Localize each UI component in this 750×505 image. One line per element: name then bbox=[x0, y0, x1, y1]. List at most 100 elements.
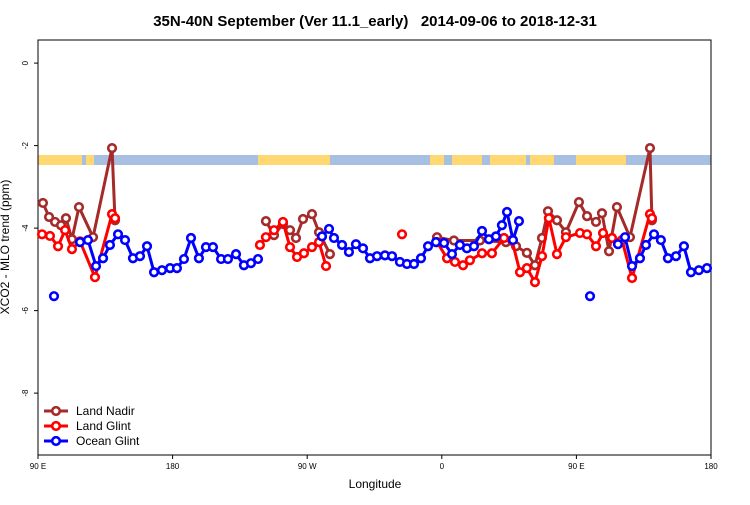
data-point bbox=[260, 215, 272, 227]
data-point bbox=[551, 215, 563, 226]
data-point bbox=[371, 251, 383, 262]
data-point bbox=[648, 229, 660, 240]
land-strip bbox=[490, 155, 526, 165]
data-point bbox=[178, 253, 190, 265]
data-point bbox=[350, 239, 362, 250]
x-tick-label: 180 bbox=[704, 462, 718, 471]
data-point bbox=[109, 213, 121, 224]
data-point bbox=[148, 267, 160, 278]
data-point bbox=[343, 246, 355, 258]
data-point bbox=[634, 253, 646, 264]
data-point bbox=[386, 251, 398, 262]
data-point bbox=[476, 248, 488, 259]
chart-title: 35N-40N September (Ver 11.1_early) 2014-… bbox=[153, 13, 597, 30]
y-tick-label: -4 bbox=[21, 224, 30, 232]
legend-marker bbox=[50, 420, 62, 432]
x-tick-label: 0 bbox=[440, 462, 445, 471]
data-point bbox=[277, 216, 289, 228]
data-point bbox=[324, 249, 336, 260]
data-point bbox=[464, 255, 476, 266]
data-point bbox=[48, 291, 60, 302]
data-point bbox=[245, 258, 257, 269]
data-point bbox=[119, 234, 131, 246]
data-point bbox=[603, 246, 615, 257]
data-point bbox=[284, 241, 296, 253]
data-point bbox=[323, 223, 335, 235]
data-point bbox=[60, 213, 72, 224]
data-point bbox=[581, 211, 593, 222]
plot-frame bbox=[37, 39, 712, 456]
data-point bbox=[254, 239, 266, 251]
data-point bbox=[297, 213, 309, 225]
data-point bbox=[662, 253, 674, 264]
data-point bbox=[328, 232, 340, 244]
y-tick-label: -2 bbox=[21, 142, 30, 150]
data-point bbox=[396, 229, 408, 240]
data-point bbox=[36, 229, 48, 240]
data-point bbox=[357, 243, 369, 254]
data-point bbox=[646, 213, 658, 224]
legend-label: Land Nadir bbox=[76, 404, 135, 418]
data-point bbox=[193, 253, 205, 264]
legend-marker bbox=[50, 435, 62, 447]
data-point bbox=[185, 232, 197, 244]
land-strip bbox=[38, 155, 82, 165]
land-strip bbox=[576, 155, 626, 165]
data-point bbox=[590, 241, 602, 252]
ocean-strip bbox=[38, 155, 711, 165]
x-axis-label: Longitude bbox=[349, 477, 402, 491]
data-point bbox=[316, 231, 328, 242]
data-point bbox=[644, 142, 656, 154]
data-point bbox=[486, 248, 498, 259]
data-point bbox=[670, 251, 682, 262]
data-point bbox=[438, 237, 450, 249]
data-point bbox=[701, 263, 713, 274]
data-point bbox=[529, 277, 541, 288]
data-point bbox=[626, 260, 638, 272]
data-point bbox=[619, 232, 631, 243]
data-point bbox=[678, 241, 690, 252]
data-point bbox=[476, 225, 488, 237]
data-point bbox=[551, 249, 563, 260]
data-point bbox=[536, 251, 548, 262]
data-point bbox=[89, 272, 101, 283]
data-point bbox=[268, 225, 280, 236]
data-point bbox=[498, 232, 510, 244]
data-point bbox=[611, 201, 623, 213]
land-strip bbox=[430, 155, 444, 165]
data-point bbox=[422, 241, 434, 252]
data-point bbox=[306, 241, 318, 253]
data-point bbox=[430, 237, 442, 248]
x-tick-label: 90 E bbox=[30, 462, 46, 471]
data-point bbox=[336, 239, 348, 251]
data-point bbox=[37, 197, 49, 209]
data-point bbox=[134, 251, 146, 262]
land-strip bbox=[530, 155, 554, 165]
data-point bbox=[112, 229, 124, 240]
data-point bbox=[298, 248, 310, 259]
data-point bbox=[468, 241, 480, 252]
data-point bbox=[449, 256, 461, 268]
data-point bbox=[320, 260, 332, 272]
data-point bbox=[507, 234, 519, 246]
data-point bbox=[581, 229, 593, 240]
land-strip bbox=[452, 155, 482, 165]
data-point bbox=[156, 265, 168, 276]
y-tick-label: 0 bbox=[21, 60, 30, 65]
data-point bbox=[104, 239, 116, 251]
y-axis-label: XCO2 - MLO trend (ppm) bbox=[0, 180, 12, 315]
legend-label: Ocean Glint bbox=[76, 434, 140, 448]
data-point bbox=[252, 253, 264, 265]
data-point bbox=[141, 241, 153, 252]
data-point bbox=[171, 263, 183, 274]
data-point bbox=[66, 244, 78, 255]
data-point bbox=[685, 267, 697, 278]
data-point bbox=[693, 265, 704, 276]
data-point bbox=[222, 253, 234, 265]
data-point bbox=[207, 241, 219, 253]
data-point bbox=[560, 232, 572, 243]
data-point bbox=[408, 258, 420, 270]
data-point bbox=[496, 220, 508, 231]
